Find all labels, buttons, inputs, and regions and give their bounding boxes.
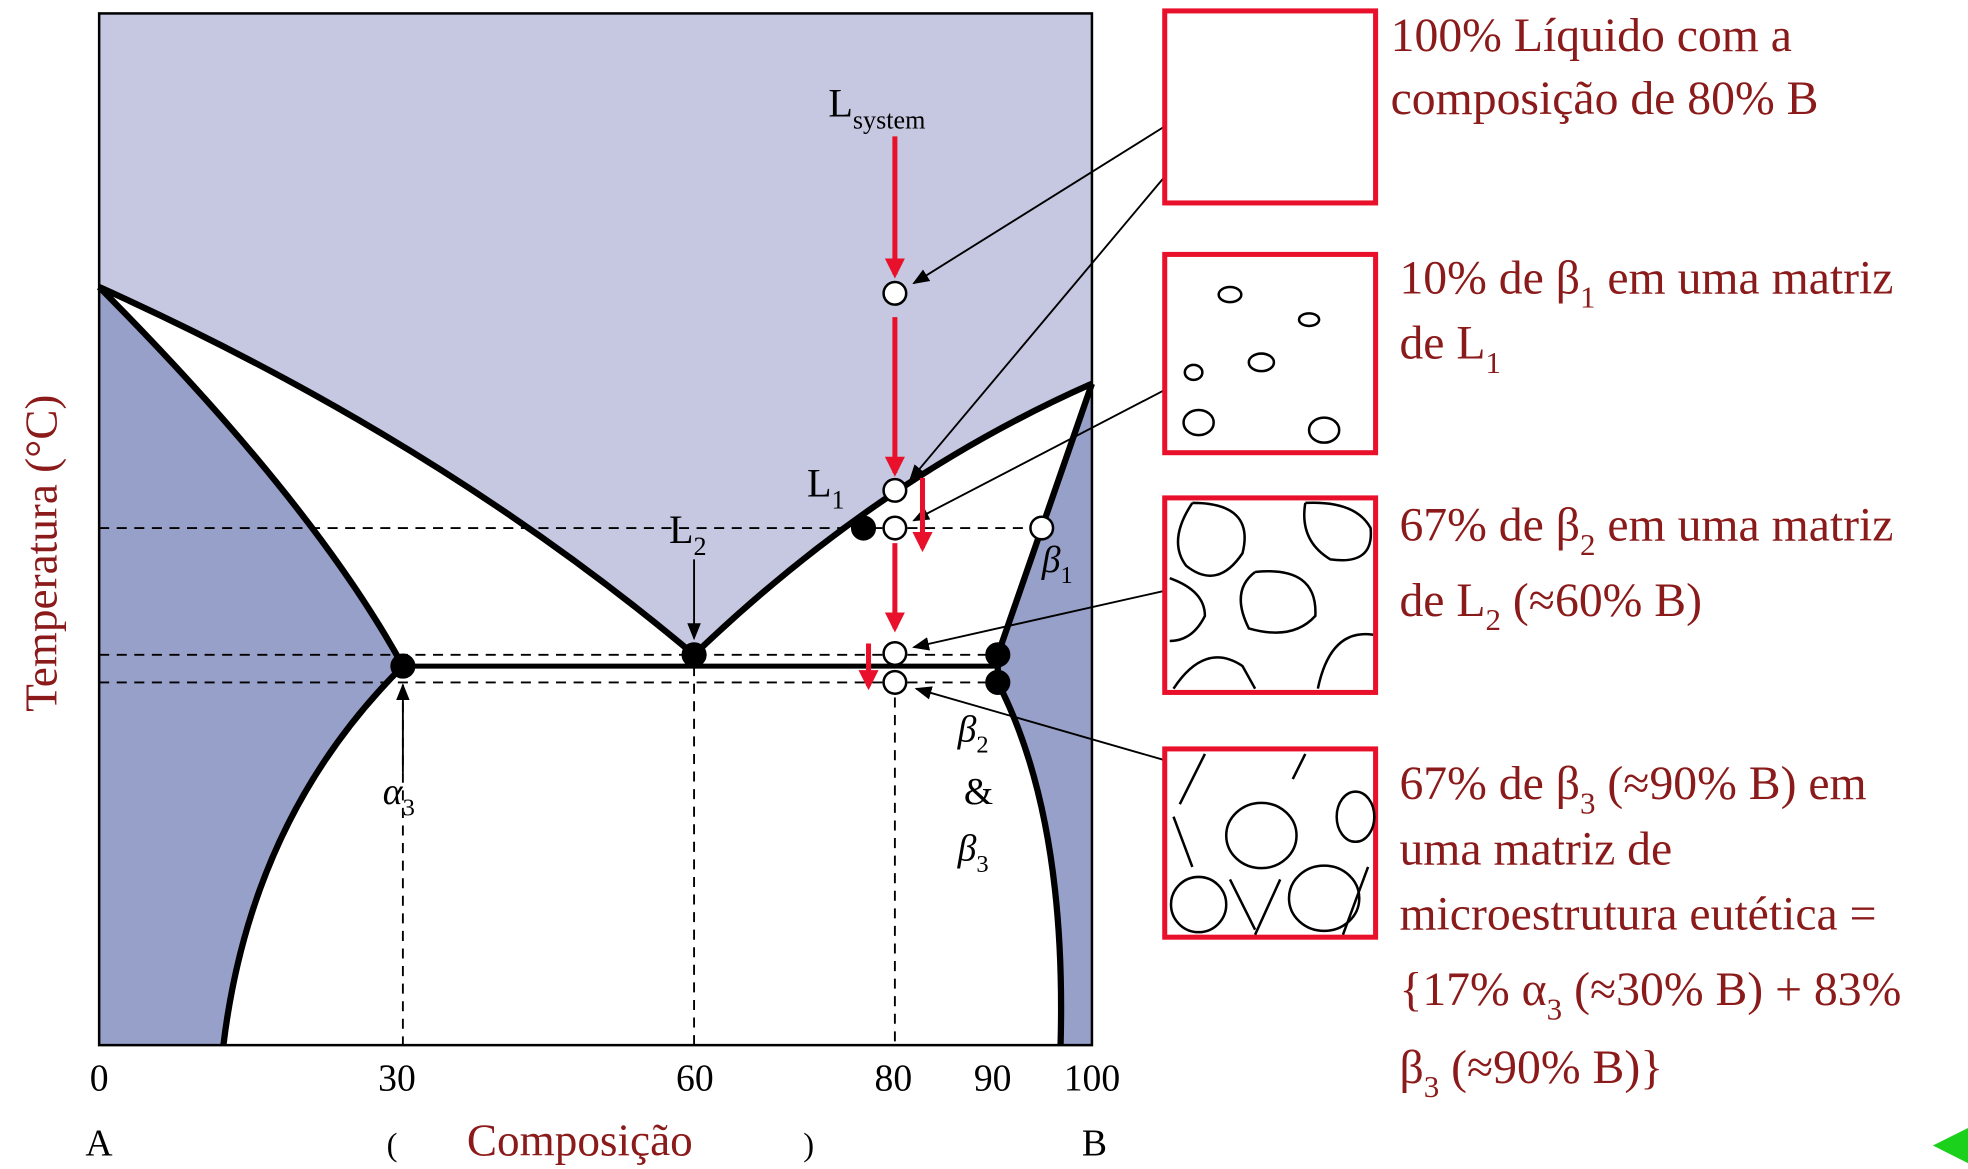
- nav-button[interactable]: [1932, 1127, 1968, 1164]
- text-run: composição de 80% B: [1391, 73, 1819, 125]
- text-run: de L: [1399, 318, 1485, 370]
- phase-label: β1: [1041, 539, 1073, 589]
- text-run: em uma matriz: [1595, 252, 1893, 304]
- x-tick-label: 90: [974, 1057, 1012, 1099]
- text-run: (≈60% B): [1501, 575, 1702, 627]
- text-run: {17% α: [1399, 964, 1546, 1016]
- text-run: (≈90% B)}: [1439, 1042, 1663, 1094]
- points: [390, 280, 1055, 695]
- text-run: β: [957, 708, 977, 750]
- paren: (: [387, 1128, 398, 1164]
- panel-description: 10% de β1 em uma matriz: [1399, 252, 1893, 314]
- text-run: L: [828, 80, 853, 125]
- panel-description: de L1: [1399, 318, 1501, 380]
- panel-description: {17% α3 (≈30% B) + 83%: [1399, 964, 1901, 1026]
- subscript: 2: [694, 532, 707, 561]
- panel-description: microestrutura eutética =: [1399, 889, 1876, 941]
- text-run: microestrutura eutética =: [1399, 889, 1876, 941]
- microstructure-panels: [1162, 8, 1379, 940]
- text-run: 67% de β: [1399, 758, 1580, 810]
- text-run: L: [669, 507, 694, 552]
- text-run: uma matriz de: [1399, 823, 1672, 875]
- text-run: L: [807, 461, 832, 506]
- phase-regions: [99, 13, 1092, 1046]
- text-run: 10% de β: [1399, 252, 1580, 304]
- panel-description: 67% de β2 em uma matriz: [1399, 500, 1893, 562]
- subscript: 1: [832, 486, 845, 515]
- panel-description: 100% Líquido com a: [1391, 10, 1792, 62]
- subscript: system: [853, 105, 925, 134]
- text-run: 100% Líquido com a: [1391, 10, 1792, 62]
- subscript: 3: [403, 794, 415, 821]
- x-tick-label: 60: [676, 1057, 714, 1099]
- text-run: α: [383, 771, 404, 813]
- subscript: 2: [1580, 527, 1596, 562]
- panel-description: uma matriz de: [1399, 823, 1672, 875]
- phase-label: L2: [669, 507, 707, 561]
- text-run: de L: [1399, 575, 1485, 627]
- subscript: 3: [1547, 991, 1563, 1026]
- microstructure-drawings: [1169, 285, 1376, 936]
- x-tick-label: 30: [378, 1057, 416, 1099]
- left-end: A: [85, 1123, 112, 1165]
- text-run: β: [1041, 539, 1061, 581]
- subscript: 2: [1486, 602, 1502, 637]
- subscript: 1: [1060, 562, 1072, 589]
- subscript: 3: [976, 851, 988, 878]
- panel-description: β3 (≈90% B)}: [1399, 1042, 1663, 1104]
- panel-description: composição de 80% B: [1391, 73, 1819, 125]
- subscript: 1: [1486, 345, 1502, 380]
- text-run: 67% de β: [1399, 500, 1580, 552]
- x-tick-label: 80: [875, 1057, 913, 1099]
- text-run: (≈90% B) em: [1595, 758, 1866, 810]
- x-axis-label: Composição: [467, 1116, 693, 1166]
- phase-label: Lsystem: [828, 80, 925, 134]
- text-run: β: [957, 828, 977, 870]
- text-run: (≈30% B) + 83%: [1562, 964, 1901, 1016]
- phase-label: β2: [957, 708, 989, 758]
- paren: ): [803, 1128, 814, 1164]
- phase-label: α3: [383, 771, 415, 821]
- y-axis-label: Temperatura (°C): [16, 395, 66, 712]
- subscript: 2: [976, 732, 988, 759]
- panel-description: de L2 (≈60% B): [1399, 575, 1702, 637]
- right-end: B: [1082, 1123, 1107, 1165]
- cooling-arrows: [858, 136, 933, 691]
- text-run: em uma matriz: [1595, 500, 1893, 552]
- x-tick-label: 0: [90, 1057, 109, 1099]
- phase-label: β3: [957, 828, 989, 878]
- phase-label: L1: [807, 461, 845, 515]
- text-run: β: [1399, 1042, 1423, 1094]
- phase-boundaries: [96, 12, 1166, 1047]
- subscript: 3: [1424, 1069, 1440, 1104]
- text-run: &: [964, 771, 993, 813]
- subscript: 1: [1580, 280, 1596, 315]
- phase-label: &: [964, 771, 993, 813]
- subscript: 3: [1580, 785, 1596, 820]
- x-tick-label: 100: [1064, 1057, 1120, 1099]
- panel-description: 67% de β3 (≈90% B) em: [1399, 758, 1866, 820]
